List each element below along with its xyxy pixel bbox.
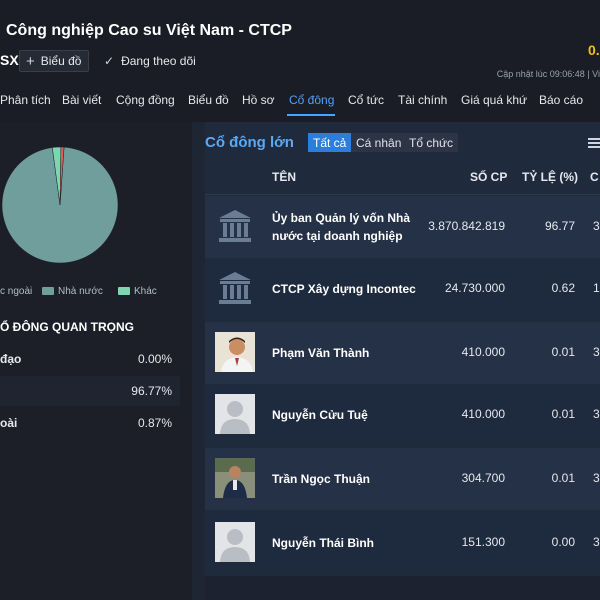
header-divider [205, 194, 600, 195]
table-row[interactable]: Phạm Văn Thành 410.000 0.01 3 [205, 322, 600, 384]
table-row[interactable]: CTCP Xây dựng Incontec 24.730.000 0.62 1 [205, 258, 600, 320]
ticker-symbol: SX [0, 52, 19, 68]
company-title: Công nghiệp Cao su Việt Nam - CTCP [6, 22, 292, 39]
table-row[interactable]: Ủy ban Quản lý vốn Nhà nước tại doanh ng… [205, 196, 600, 258]
tab-articles[interactable]: Bài viết [62, 93, 102, 107]
table-row[interactable]: Nguyễn Cửu Tuệ 410.000 0.01 3 [205, 384, 600, 446]
shareholder-ratio: 0.01 [551, 345, 575, 359]
shareholder-name[interactable]: Nguyễn Thái Bình [272, 536, 374, 550]
person-placeholder-icon [215, 394, 255, 434]
legend-other[interactable]: Khác [118, 286, 157, 297]
shareholder-ratio: 0.62 [551, 281, 575, 295]
shareholder-ratio: 0.01 [551, 407, 575, 421]
legend-foreign[interactable]: c ngoài [0, 286, 33, 297]
shareholder-ratio: 96.77 [544, 219, 575, 233]
pie-slice[interactable] [1, 146, 119, 264]
shareholder-ratio: 0.00 [551, 535, 575, 549]
tab-chart[interactable]: Biểu đồ [188, 93, 229, 107]
filter-all[interactable]: Tất cả [308, 133, 352, 152]
shareholder-name[interactable]: Ủy ban Quản lý vốn Nhà nước tại doanh ng… [272, 211, 411, 243]
shareholder-name[interactable]: Phạm Văn Thành [272, 346, 370, 360]
tab-analysis[interactable]: Phân tích [0, 93, 51, 107]
stock-tabs: Phân tích Bài viết Cộng đồng Biểu đồ Hồ … [0, 88, 600, 116]
legend-state-swatch [42, 287, 54, 295]
follow-label: Đang theo dõi [121, 54, 196, 68]
updated-time: Cập nhật lúc 09:06:48 | Vi [496, 69, 600, 79]
shareholder-shares: 410.000 [461, 407, 505, 421]
col-name[interactable]: TÊN [272, 170, 296, 184]
col-extra[interactable]: C [590, 170, 599, 184]
shareholder-extra: 3 [593, 345, 600, 359]
shareholder-shares: 3.870.842.819 [428, 219, 505, 233]
stock-header: Công nghiệp Cao su Việt Nam - CTCP SX + … [0, 0, 600, 122]
shareholder-name[interactable]: Nguyễn Cửu Tuệ [272, 408, 368, 422]
ownership-pie-chart [1, 146, 119, 264]
shareholder-shares: 151.300 [461, 535, 505, 549]
stat-state: 96.77% [0, 376, 180, 406]
tab-reports[interactable]: Báo cáo [539, 93, 584, 107]
tab-profile[interactable]: Hồ sơ [242, 93, 275, 107]
shareholder-shares: 304.700 [461, 471, 505, 485]
stat-leadership: đạo 0.00% [0, 352, 172, 366]
pie-slice[interactable] [59, 146, 65, 206]
key-shareholders-title: Ổ ĐÔNG QUAN TRỌNG [0, 320, 134, 334]
chart-button-label: Biểu đồ [40, 54, 82, 68]
major-shareholders-title: Cổ đông lớn [205, 134, 294, 151]
col-shares[interactable]: SỐ CP [470, 170, 508, 184]
table-row[interactable]: Trần Ngọc Thuận 304.700 0.01 3 [205, 448, 600, 510]
bank-icon [219, 210, 251, 242]
person-photo [215, 332, 255, 372]
person-placeholder-icon [215, 522, 255, 562]
tab-shareholders[interactable]: Cổ đông [289, 93, 335, 107]
tab-history[interactable]: Giá quá khứ [461, 93, 528, 107]
shareholder-extra: 3 [593, 407, 600, 421]
shareholder-ratio: 0.01 [551, 471, 575, 485]
shareholder-extra: 3 [593, 471, 600, 485]
filter-organization[interactable]: Tổ chức [404, 133, 459, 152]
legend-state[interactable]: Nhà nước [42, 286, 103, 297]
legend-other-swatch [118, 287, 130, 295]
bank-icon [219, 272, 251, 304]
table-row[interactable]: Nguyễn Thái Bình 151.300 0.00 3 [205, 512, 600, 574]
table-footer [205, 576, 600, 600]
follow-toggle[interactable]: ✓ Đang theo dõi [104, 54, 196, 68]
filter-individual[interactable]: Cá nhân [351, 133, 407, 152]
shareholder-shares: 24.730.000 [444, 281, 505, 295]
shareholder-shares: 410.000 [461, 345, 505, 359]
shareholder-extra: 1 [593, 281, 600, 295]
stat-foreign: oài 0.87% [0, 416, 172, 430]
check-icon: ✓ [104, 54, 115, 68]
tab-community[interactable]: Cộng đồng [116, 93, 175, 107]
plus-icon: + [26, 52, 35, 70]
shareholder-extra: 3 [593, 535, 600, 549]
col-ratio[interactable]: TỶ LỆ (%) [522, 170, 578, 184]
tab-financials[interactable]: Tài chính [398, 93, 448, 107]
shareholder-extra: 3 [593, 219, 600, 233]
shareholder-name[interactable]: CTCP Xây dựng Incontec [272, 282, 416, 296]
shareholder-name[interactable]: Trần Ngọc Thuận [272, 472, 371, 486]
active-tab-indicator [287, 114, 335, 116]
price-value: 0. [588, 42, 600, 58]
menu-icon[interactable] [588, 138, 600, 148]
person-photo [215, 458, 255, 498]
tab-dividends[interactable]: Cổ tức [348, 93, 385, 107]
chart-button[interactable]: + Biểu đồ [19, 50, 89, 72]
